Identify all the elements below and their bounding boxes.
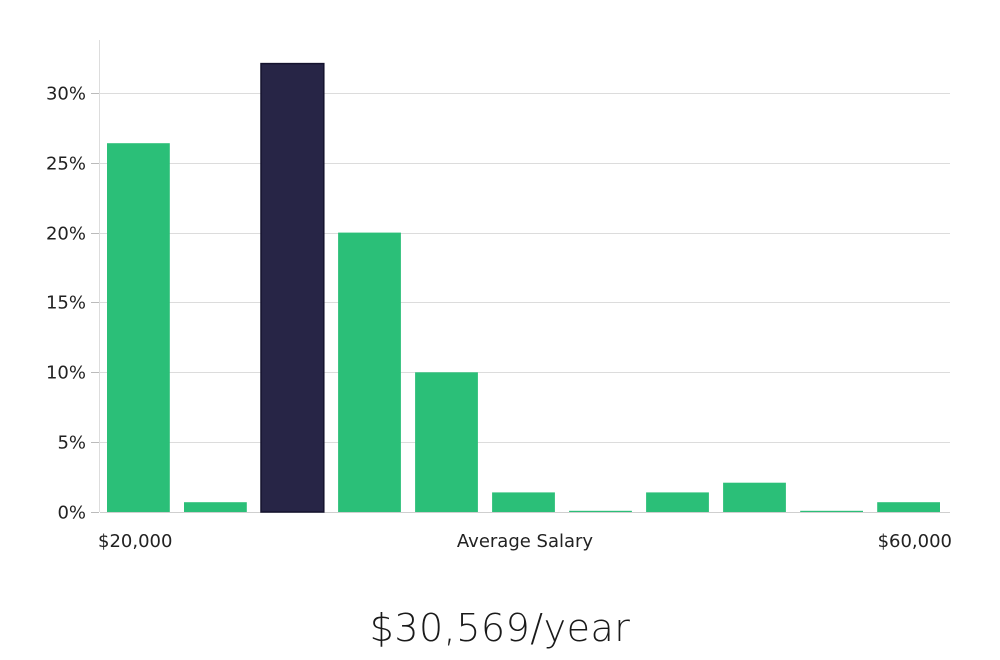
y-tick-label: 5% bbox=[57, 433, 86, 454]
bar bbox=[492, 492, 555, 512]
bar bbox=[415, 372, 478, 512]
bars bbox=[107, 62, 940, 513]
bar bbox=[338, 232, 401, 512]
bar bbox=[569, 510, 632, 512]
y-axis-ticks: 0% 5% 10% 15% 20% 25% 30% bbox=[46, 84, 99, 524]
bar-highlighted bbox=[260, 62, 325, 513]
y-tick-label: 10% bbox=[46, 363, 86, 384]
x-axis-label: Average Salary bbox=[457, 531, 594, 552]
gridlines bbox=[100, 93, 950, 513]
x-range-end-label: $60,000 bbox=[878, 531, 952, 552]
y-tick-label: 25% bbox=[46, 154, 86, 175]
bar bbox=[877, 502, 940, 512]
salary-histogram: 0% 5% 10% 15% 20% 25% 30% $20,000 Average Sala… bbox=[46, 40, 952, 552]
bar bbox=[184, 502, 247, 512]
x-range-start-label: $20,000 bbox=[98, 531, 172, 552]
bar bbox=[800, 510, 863, 512]
y-tick-label: 15% bbox=[46, 293, 86, 314]
y-tick-label: 0% bbox=[57, 503, 86, 524]
y-tick-label: 30% bbox=[46, 84, 86, 105]
average-salary-value: $30,569/year bbox=[369, 606, 631, 650]
bar bbox=[723, 482, 786, 512]
bar bbox=[646, 492, 709, 512]
y-tick-label: 20% bbox=[46, 224, 86, 245]
bar bbox=[107, 143, 170, 512]
